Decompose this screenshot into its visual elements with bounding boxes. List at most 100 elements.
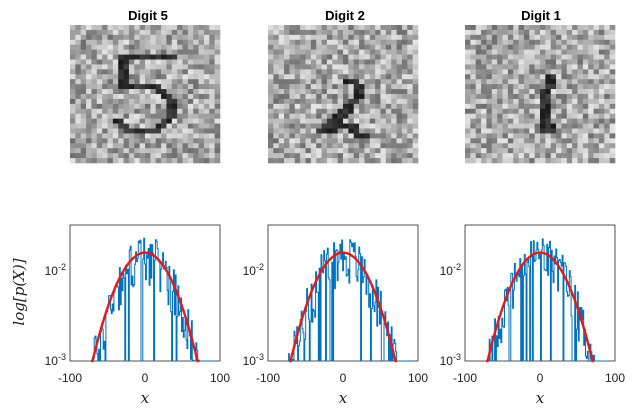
pixel: [534, 54, 541, 60]
pixel: [598, 94, 605, 100]
pixel: [566, 133, 573, 139]
pixel: [348, 74, 355, 80]
pixel: [203, 128, 210, 134]
pixel: [316, 158, 322, 164]
pixel: [300, 148, 306, 154]
pixel: [396, 123, 403, 129]
pixel: [588, 84, 594, 90]
pixel: [497, 128, 503, 134]
pixel: [380, 118, 387, 124]
pixel: [203, 69, 210, 75]
pixel: [588, 98, 594, 105]
pixel: [209, 34, 215, 41]
pixel: [273, 113, 280, 119]
pixel: [364, 79, 371, 85]
pixel: [556, 143, 562, 149]
pixel: [364, 94, 371, 100]
pixel: [289, 123, 296, 129]
pixel: [545, 84, 552, 90]
pixel: [337, 128, 344, 134]
pixel: [187, 118, 194, 124]
pixel: [187, 74, 194, 80]
pixel: [91, 113, 98, 119]
pixel: [396, 54, 403, 60]
pixel: [177, 148, 183, 154]
pixel: [294, 128, 301, 134]
pixel: [337, 54, 344, 60]
pixel: [321, 158, 328, 164]
pixel: [150, 113, 157, 119]
pixel: [380, 148, 387, 154]
pixel: [91, 94, 98, 100]
pixel: [534, 29, 541, 36]
pixel: [289, 108, 296, 115]
pixel: [112, 153, 119, 159]
pixel: [102, 79, 108, 85]
pixel: [412, 39, 419, 46]
pixel: [268, 108, 274, 115]
pixel: [161, 79, 167, 85]
pixel: [182, 34, 189, 41]
pixel: [139, 158, 146, 164]
pixel: [177, 74, 183, 80]
pixel: [209, 128, 215, 134]
pixel: [412, 59, 419, 65]
pixel: [300, 59, 306, 65]
pixel: [550, 118, 557, 124]
pixel: [396, 89, 403, 95]
pixel: [155, 148, 162, 154]
pixel: [284, 54, 290, 60]
pixel: [305, 84, 312, 90]
pixel: [294, 54, 301, 60]
pixel: [572, 59, 578, 65]
pixel: [70, 25, 76, 31]
pixel: [289, 113, 296, 119]
pixel: [182, 59, 189, 65]
pixel: [412, 138, 419, 144]
pixel: [134, 59, 140, 65]
pixel: [118, 94, 124, 100]
pixel: [128, 49, 135, 55]
pixel: [316, 143, 322, 149]
pixel: [75, 143, 82, 149]
pixel: [359, 84, 365, 90]
pixel: [391, 25, 397, 31]
pixel: [359, 89, 365, 95]
pixel: [326, 79, 333, 85]
pixel: [475, 123, 482, 129]
pixel: [545, 34, 552, 41]
pixel: [289, 128, 296, 134]
pixel: [582, 108, 589, 115]
pixel: [80, 54, 87, 60]
pixel: [475, 128, 482, 134]
pixel: [128, 54, 135, 60]
pixel: [139, 138, 146, 144]
pixel: [572, 158, 578, 164]
pixel: [332, 49, 338, 55]
pixel: [96, 153, 103, 159]
pixel: [502, 25, 509, 31]
pixel: [150, 39, 157, 46]
pixel: [385, 158, 392, 164]
pixel: [497, 108, 503, 115]
pixel: [359, 94, 365, 100]
pixel: [529, 79, 535, 85]
pixel: [475, 69, 482, 75]
pixel: [337, 79, 344, 85]
pixel: [491, 158, 498, 164]
pixel: [187, 54, 194, 60]
pixel: [294, 29, 301, 36]
pixel: [300, 153, 306, 159]
pixel: [550, 29, 557, 36]
pixel: [534, 148, 541, 154]
pixel: [545, 39, 552, 46]
pixel: [123, 94, 130, 100]
pixel: [198, 49, 205, 55]
pixel: [107, 29, 114, 36]
pixel: [380, 64, 387, 70]
pixel: [96, 94, 103, 100]
pixel: [470, 59, 477, 65]
pixel: [396, 94, 403, 100]
pixel: [380, 113, 387, 119]
pixel: [604, 49, 610, 55]
